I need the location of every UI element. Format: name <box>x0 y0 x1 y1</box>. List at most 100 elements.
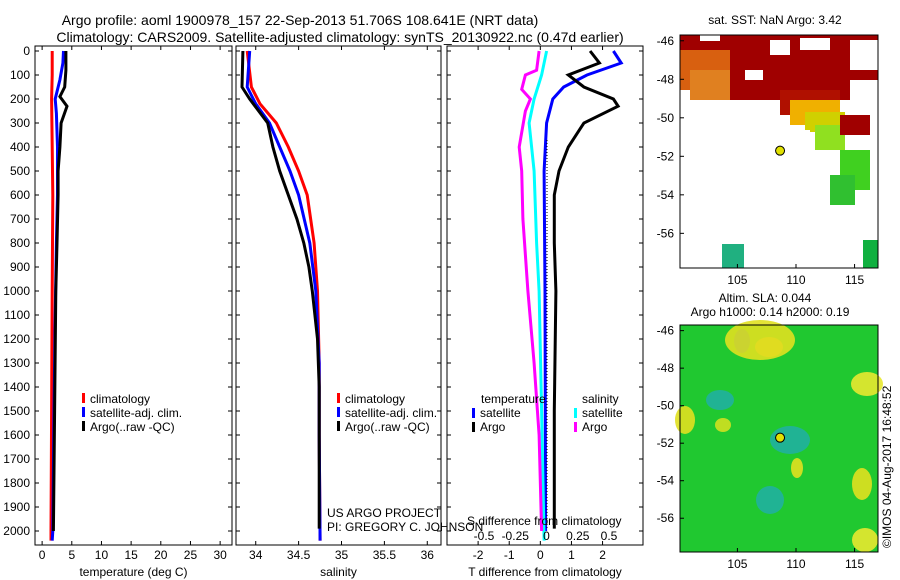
series-line-argo-raw-qc- <box>240 50 321 529</box>
legend-swatch <box>82 421 85 431</box>
lat-tick-label: -50 <box>657 111 675 125</box>
lat-tick-label: -48 <box>657 361 675 375</box>
missing-data-region <box>680 130 810 268</box>
lat-tick-label: -48 <box>657 72 675 86</box>
s-axis-label: S difference from climatology <box>467 514 622 528</box>
x-axis-label: salinity <box>320 565 357 579</box>
missing-data-cell <box>745 70 763 80</box>
x-tick-label: 36 <box>421 548 435 562</box>
sst-cell <box>830 175 855 205</box>
x-tick-label: 30 <box>213 548 227 562</box>
sst-cell <box>840 115 870 135</box>
y-tick-label: 1700 <box>3 452 30 466</box>
y-tick-label: 500 <box>10 164 30 178</box>
missing-data-cell <box>770 40 790 55</box>
y-tick-label: 1100 <box>4 308 30 322</box>
y-tick-label: 1800 <box>3 476 30 490</box>
y-tick-label: 1300 <box>3 356 30 370</box>
lat-tick-label: -50 <box>657 399 675 413</box>
x-tick-label: 5 <box>68 548 75 562</box>
y-tick-label: 1500 <box>3 404 30 418</box>
lat-tick-label: -46 <box>657 34 675 48</box>
x-tick-label: 34 <box>249 548 263 562</box>
lon-tick-label: 110 <box>786 557 805 571</box>
x-tick-label: 0 <box>537 548 544 562</box>
sla-anomaly <box>791 458 803 478</box>
lat-tick-label: -52 <box>657 436 675 450</box>
series-line-s-argo <box>517 50 544 532</box>
series-line-t-satellite <box>542 50 624 532</box>
lat-tick-label: -54 <box>657 188 675 202</box>
x-axis-label: temperature (deg C) <box>79 565 187 579</box>
legend-swatch <box>337 393 340 403</box>
legend-label: climatology <box>90 392 150 406</box>
x-tick-label: 10 <box>95 548 109 562</box>
sla-anomaly <box>706 390 734 410</box>
legend-title-salinity: salinity <box>582 392 619 406</box>
legend-swatch <box>337 407 340 417</box>
sla-anomaly <box>675 406 695 434</box>
sst-map: -46 -48 -50 -52 -54 -56 105 110 115 <box>657 34 879 287</box>
series-line-s-satellite <box>527 50 549 541</box>
missing-data-cell <box>800 38 830 50</box>
x-tick-label: 0 <box>39 548 46 562</box>
y-tick-label: 200 <box>10 92 30 106</box>
lat-tick-label: -46 <box>657 324 675 338</box>
sla-anomaly <box>851 372 883 396</box>
missing-data-cell <box>700 35 720 41</box>
lat-tick-label: -56 <box>657 511 675 525</box>
lat-tick-label: -54 <box>657 474 675 488</box>
series-line-t-argo <box>552 50 621 529</box>
x-tick-label: 20 <box>154 548 168 562</box>
pi-annotation: PI: GREGORY C. JOHNSON <box>327 520 483 534</box>
sst-map-title: sat. SST: NaN Argo: 3.42 <box>708 13 842 27</box>
lat-tick-label: -56 <box>657 226 675 240</box>
sla-anomaly <box>725 320 795 360</box>
x-tick-label: 2 <box>599 548 606 562</box>
y-tick-label: 1400 <box>3 380 30 394</box>
y-tick-label: 1600 <box>3 428 30 442</box>
sla-anomaly <box>852 468 872 500</box>
y-tick-label: 2000 <box>3 524 30 538</box>
y-tick-label: 900 <box>10 260 30 274</box>
lon-tick-label: 115 <box>845 557 864 571</box>
legend-label: Argo <box>480 420 506 434</box>
legend-label: Argo(..raw -QC) <box>90 420 175 434</box>
legend-swatch <box>472 422 475 432</box>
legend-label: Argo <box>582 420 608 434</box>
lon-tick-label: 115 <box>845 273 864 287</box>
legend-swatch <box>574 422 577 432</box>
legend-label: Argo(..raw -QC) <box>345 420 430 434</box>
x-tick-label: 35 <box>335 548 349 562</box>
missing-data-cell <box>850 40 878 70</box>
legend-title-temperature: temperature <box>481 392 546 406</box>
legend-swatch <box>337 421 340 431</box>
sla-map-title: Altim. SLA: 0.044 <box>719 291 812 305</box>
map-frame <box>679 324 879 553</box>
sst-cell <box>722 244 744 268</box>
s-tick-label: -0.25 <box>502 529 530 543</box>
sla-map: -46 -48 -50 -52 -54 -56 105 110 115 <box>657 320 883 571</box>
legend-swatch <box>574 408 577 418</box>
y-tick-label: 1900 <box>3 500 30 514</box>
s-tick-label: 0.5 <box>601 529 618 543</box>
y-tick-label: 600 <box>10 188 30 202</box>
s-tick-label: -0.5 <box>474 529 495 543</box>
figure-title: Argo profile: aoml 1900978_157 22-Sep-20… <box>62 12 539 28</box>
y-tick-label: 1200 <box>3 332 30 346</box>
x-tick-label: 34.5 <box>287 548 311 562</box>
y-tick-label: 0 <box>23 44 30 58</box>
legend-label: satellite-adj. clim. <box>90 406 182 420</box>
x-tick-label: 35.5 <box>373 548 397 562</box>
y-tick-label: 100 <box>10 68 30 82</box>
legend-swatch <box>82 393 85 403</box>
sla-map-subtitle: Argo h1000: 0.14 h2000: 0.19 <box>691 305 850 319</box>
figure-subtitle: Climatology: CARS2009. Satellite-adjuste… <box>56 29 623 45</box>
imos-credit: ©IMOS 04-Aug-2017 16:48:52 <box>880 385 894 548</box>
argo-position-marker <box>775 145 786 156</box>
sla-anomaly <box>852 528 878 552</box>
x-axis-label: T difference from climatology <box>468 565 622 579</box>
y-tick-label: 300 <box>10 116 30 130</box>
x-tick-label: 25 <box>184 548 198 562</box>
lon-tick-label: 105 <box>727 273 747 287</box>
